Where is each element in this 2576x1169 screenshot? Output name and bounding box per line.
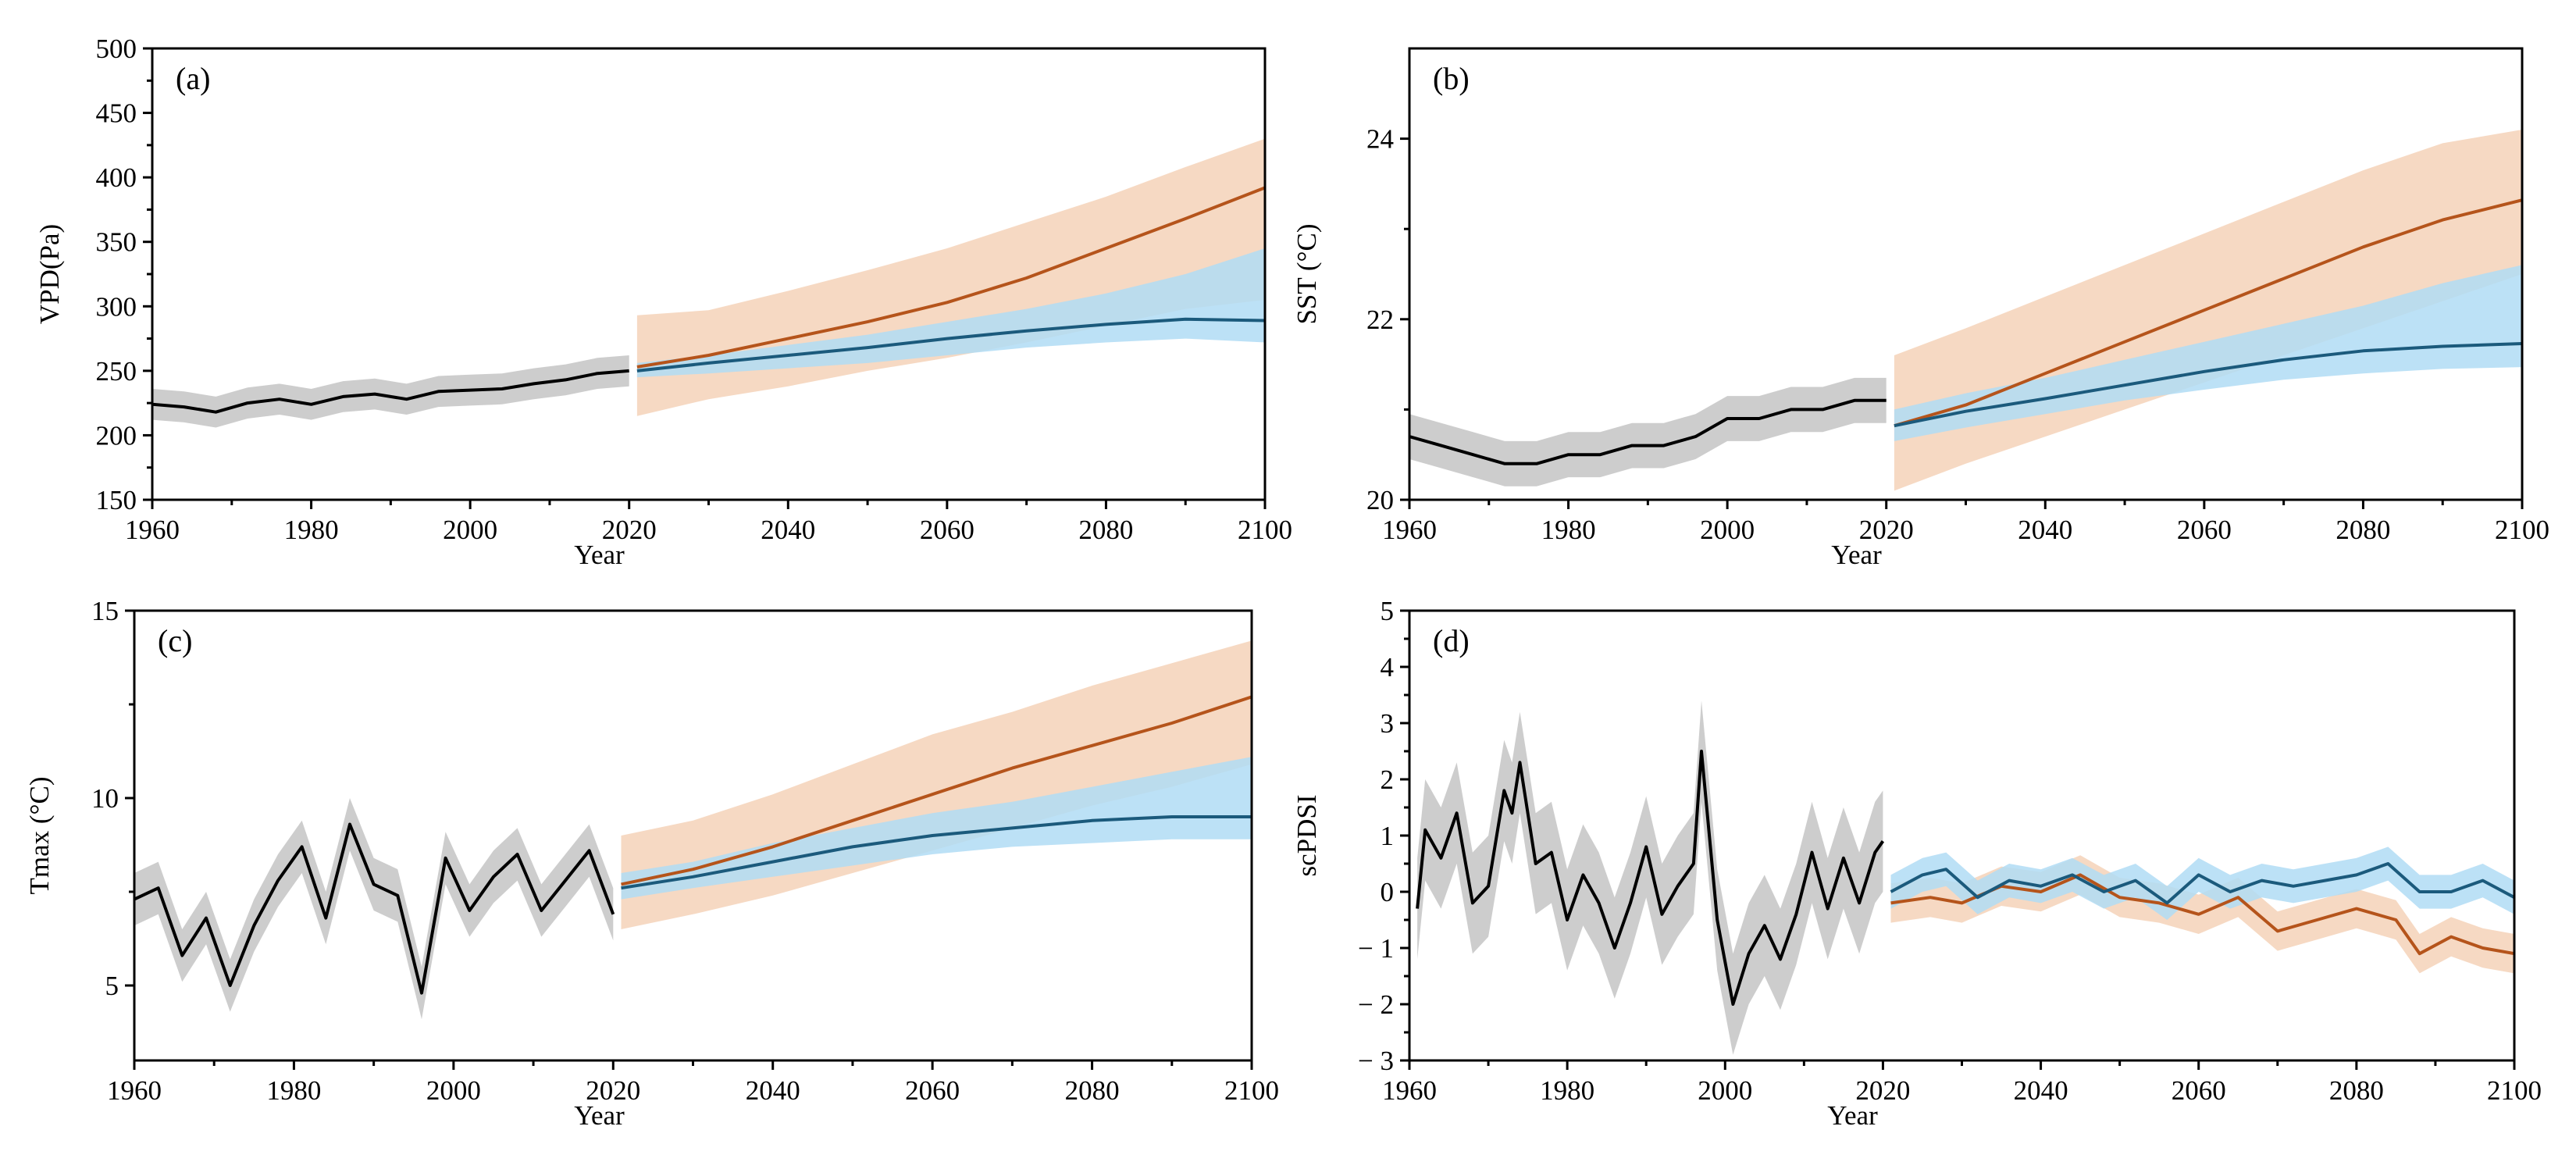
x-axis-title: Year: [1827, 1100, 1878, 1131]
historical-series-line: [134, 822, 615, 995]
x-tick-label: 1960: [107, 1075, 162, 1106]
x-tick-label: 1980: [266, 1075, 321, 1106]
x-tick-label: 2000: [426, 1075, 481, 1106]
x-tick-label: 2060: [2177, 515, 2232, 545]
y-axis-title: Tmax (°C): [24, 776, 55, 894]
y-tick-label: 5: [105, 971, 119, 1001]
plot-area: [1416, 700, 2514, 1055]
y-tick-label: 0: [1381, 877, 1395, 907]
x-tick-label: 2040: [746, 1075, 800, 1106]
historical-uncertainty-band: [134, 798, 614, 1020]
x-tick-label: 2100: [2495, 515, 2549, 545]
y-axis-title: VPD(Pa): [34, 224, 65, 324]
x-tick-label: 1960: [1382, 515, 1437, 545]
plot-area: [1409, 130, 2522, 491]
x-tick-label: 1980: [1540, 1075, 1594, 1106]
panel-3: 1960 1980 2000 2020 2040 2060 2080 2100 5 10 15 Yea…: [24, 596, 1279, 1131]
scenario-low-uncertainty-band: [636, 248, 1265, 378]
x-tick-label: 1960: [1382, 1075, 1437, 1106]
historical-uncertainty-band: [152, 355, 629, 428]
x-tick-label: 1980: [1541, 515, 1596, 545]
x-tick-label: 2020: [602, 515, 657, 545]
x-tick-label: 2000: [1698, 1075, 1752, 1106]
y-tick-label: − 1: [1358, 933, 1394, 964]
x-tick-label: 2000: [1700, 515, 1755, 545]
panel-label: (c): [158, 623, 192, 658]
y-tick-label: 350: [96, 227, 137, 258]
y-tick-label: 24: [1366, 124, 1394, 155]
x-tick-label: 2100: [1224, 1075, 1279, 1106]
scenario-low-series-line: [1890, 862, 2514, 905]
historical-uncertainty-band: [1409, 377, 1887, 486]
x-tick-label: 2040: [2014, 1075, 2068, 1106]
scenario-low-uncertainty-band: [621, 757, 1252, 900]
historical-series-line: [152, 369, 629, 414]
panel-label: (d): [1433, 623, 1470, 658]
y-tick-label: 250: [96, 356, 137, 387]
scenario-high-series-line: [1894, 198, 2522, 428]
plot-area: [134, 640, 1252, 1020]
y-tick-label: 300: [96, 291, 137, 322]
plot-area: [152, 138, 1265, 428]
panel-label: (b): [1433, 61, 1470, 96]
scenario-low-series-line: [636, 317, 1265, 372]
x-tick-label: 2020: [586, 1075, 640, 1106]
x-tick-label: 2060: [905, 1075, 960, 1106]
x-tick-label: 2080: [2336, 515, 2390, 545]
historical-series-line: [1409, 398, 1887, 465]
y-tick-label: 10: [91, 783, 119, 814]
axis-frame: [1408, 609, 2516, 1062]
x-axis-title: Year: [574, 1100, 625, 1131]
y-tick-label: − 2: [1358, 989, 1394, 1020]
x-tick-label: 2040: [2018, 515, 2072, 545]
y-tick-label: 4: [1381, 652, 1395, 683]
y-axis-title: SST (°C): [1292, 223, 1322, 324]
x-tick-label: 2080: [1078, 515, 1133, 545]
x-tick-label: 2080: [2329, 1075, 2384, 1106]
historical-series-line: [1416, 750, 1885, 1006]
y-tick-label: − 3: [1358, 1046, 1394, 1076]
x-tick-label: 1960: [125, 515, 180, 545]
y-tick-label: 450: [96, 98, 137, 129]
x-tick-label: 2000: [443, 515, 497, 545]
x-tick-label: 2020: [1855, 1075, 1910, 1106]
scenario-low-series-line: [621, 815, 1252, 890]
y-tick-label: 15: [91, 596, 119, 626]
x-axis-title: Year: [1831, 540, 1882, 570]
scenario-low-uncertainty-band: [1890, 846, 2514, 920]
y-tick-label: 2: [1381, 764, 1395, 795]
x-tick-label: 2060: [2172, 1075, 2226, 1106]
y-tick-label: 3: [1381, 708, 1395, 739]
y-tick-label: 200: [96, 420, 137, 451]
panel-label: (a): [176, 61, 210, 96]
x-tick-label: 2100: [2487, 1075, 2542, 1106]
y-tick-label: 500: [96, 34, 137, 64]
panel-1: 1960 1980 2000 2020 2040 2060 2080 2100 150 200 25…: [34, 34, 1292, 570]
x-tick-label: 2100: [1238, 515, 1292, 545]
scenario-high-series-line: [621, 695, 1252, 886]
panel-2: 1960 1980 2000 2020 2040 2060 2080 2100 20 22 24 Ye…: [1292, 47, 2549, 570]
y-tick-label: 400: [96, 162, 137, 193]
x-axis-title: Year: [574, 540, 625, 570]
y-tick-label: 5: [1381, 596, 1395, 626]
scenario-high-uncertainty-band: [636, 138, 1265, 416]
y-axis-title: scPDSI: [1292, 794, 1322, 876]
y-tick-label: 20: [1366, 485, 1394, 515]
x-tick-label: 2060: [920, 515, 974, 545]
scenario-low-series-line: [1894, 342, 2522, 428]
x-tick-label: 2040: [761, 515, 815, 545]
y-tick-label: 1: [1381, 821, 1395, 851]
x-tick-label: 2020: [1859, 515, 1914, 545]
historical-uncertainty-band: [1417, 700, 1883, 1055]
panel-4: 1960 1980 2000 2020 2040 2060 2080 2100 − 3 − 2 − …: [1292, 596, 2542, 1131]
scenario-high-series-line: [636, 186, 1265, 369]
y-tick-label: 150: [96, 485, 137, 515]
x-tick-label: 1980: [284, 515, 339, 545]
x-tick-label: 2080: [1065, 1075, 1120, 1106]
y-tick-label: 22: [1366, 305, 1394, 335]
